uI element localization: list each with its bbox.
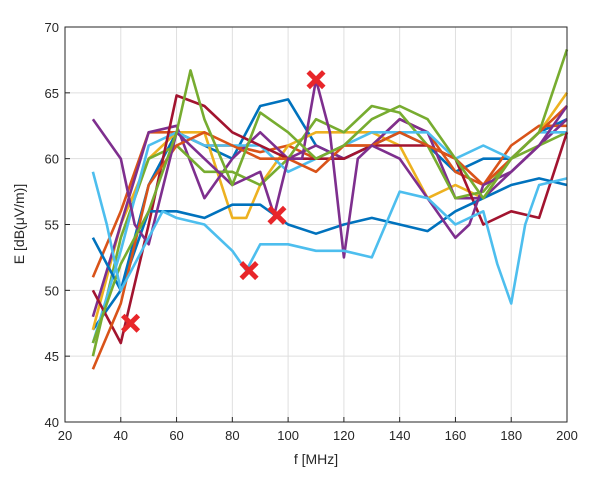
x-axis-label: f [MHz] (294, 451, 338, 467)
y-tick-label: 55 (45, 218, 59, 233)
x-marker (239, 261, 259, 281)
series-line-s12 (91, 171, 568, 305)
x-marker (121, 313, 141, 333)
x-marker (267, 205, 287, 225)
y-tick-label: 70 (45, 20, 59, 35)
series-line-s8 (91, 177, 568, 292)
y-tick-label: 60 (45, 152, 59, 167)
series-line-s11 (91, 48, 569, 344)
marker-group (121, 70, 326, 333)
y-tick-label: 45 (45, 349, 59, 364)
y-tick-label: 65 (45, 86, 59, 101)
x-tick-label: 80 (225, 428, 239, 443)
y-tick-label: 40 (45, 415, 59, 430)
x-tick-label: 100 (277, 428, 299, 443)
x-tick-label: 20 (58, 428, 72, 443)
x-marker (306, 70, 326, 90)
x-tick-label: 200 (556, 428, 578, 443)
y-tick-label: 50 (45, 283, 59, 298)
x-tick-label: 40 (114, 428, 128, 443)
x-tick-label: 120 (333, 428, 355, 443)
y-axis-label: E [dB(μV/m)] (11, 184, 27, 264)
x-tick-label: 60 (169, 428, 183, 443)
series-lines (91, 48, 569, 370)
x-tick-label: 140 (389, 428, 411, 443)
x-tick-label: 180 (500, 428, 522, 443)
x-tick-label: 160 (445, 428, 467, 443)
